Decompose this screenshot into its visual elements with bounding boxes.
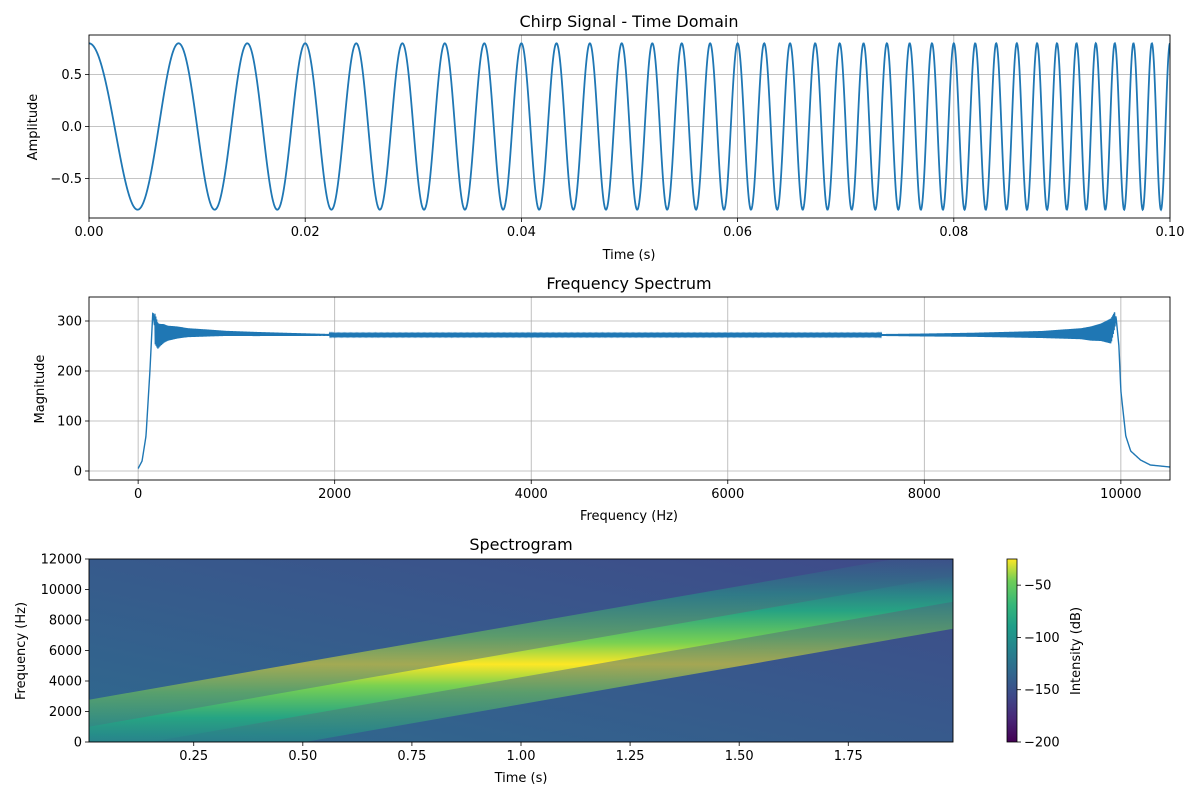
colorbar-ticks: −50 −100 −150 −200 [1017,579,1060,751]
spec-y-tick-label: 8000 [49,614,82,629]
freq-y-tick-label: 0 [74,465,82,480]
frequency-spectrum-axes-bg [89,297,1170,480]
frequency-spectrum-ylabel: Magnitude [33,355,48,424]
freq-x-tick-label: 2000 [318,487,351,502]
time-y-tick-label: −0.5 [50,172,82,187]
time-domain-title: Chirp Signal - Time Domain [520,12,739,31]
frequency-spectrum-plot: Frequency Spectrum 0 2000 4000 6000 8000 1000… [33,274,1171,524]
freq-y-tick-label: 100 [57,415,82,430]
colorbar-tick-label: −200 [1024,736,1060,751]
spectrogram-plot: Spectrogram 0.25 0.50 0.75 1.00 1.25 1.50 1.75… [14,535,1084,786]
frequency-spectrum-title: Frequency Spectrum [546,274,711,293]
colorbar-label: Intensity (dB) [1069,607,1084,695]
time-domain-ylabel: Amplitude [26,94,41,161]
colorbar [1006,558,1018,743]
freq-x-tick-label: 10000 [1100,487,1141,502]
freq-x-tick-label: 8000 [908,487,941,502]
spectrogram-xlabel: Time (s) [494,771,548,786]
freq-x-tick-label: 6000 [711,487,744,502]
spec-y-tick-label: 0 [74,736,82,751]
spectrogram-ridge [89,575,953,742]
spec-y-tick-label: 12000 [41,553,82,568]
spec-x-tick-label: 0.75 [397,749,426,764]
spec-y-tick-label: 10000 [41,583,82,598]
freq-x-tick-label: 0 [134,487,142,502]
freq-y-tick-label: 300 [57,315,82,330]
spec-x-tick-label: 1.75 [834,749,863,764]
spec-x-tick-label: 0.50 [288,749,317,764]
time-x-tick-label: 0.10 [1156,225,1185,240]
spec-x-tick-label: 1.50 [725,749,754,764]
freq-x-tick-label: 4000 [515,487,548,502]
time-x-tick-label: 0.08 [939,225,968,240]
time-domain-y-ticks: −0.5 0.0 0.5 [50,68,89,187]
freq-y-tick-label: 200 [57,365,82,380]
time-domain-x-ticks: 0.00 0.02 0.04 0.06 0.08 0.10 [75,218,1185,240]
spec-x-tick-label: 1.00 [507,749,536,764]
spectrogram-title: Spectrogram [469,535,572,554]
spectrogram-ylabel: Frequency (Hz) [14,602,29,700]
spec-y-tick-label: 4000 [49,675,82,690]
time-x-tick-label: 0.02 [291,225,320,240]
time-x-tick-label: 0.04 [507,225,536,240]
spec-y-tick-label: 2000 [49,705,82,720]
time-x-tick-label: 0.06 [723,225,752,240]
spectrogram-x-ticks: 0.25 0.50 0.75 1.00 1.25 1.50 1.75 [179,742,863,764]
time-domain-xlabel: Time (s) [602,248,656,263]
colorbar-tick-label: −100 [1024,631,1060,646]
time-y-tick-label: 0.5 [61,68,82,83]
time-domain-plot: Chirp Signal - Time Domain 0.00 0.02 0.04 0… [26,12,1184,263]
time-domain-signal-line [89,41,1170,212]
spectrogram-y-ticks: 0 2000 4000 6000 8000 10000 12000 [41,553,89,751]
frequency-spectrum-xlabel: Frequency (Hz) [580,509,678,524]
frequency-spectrum-line [137,312,1170,469]
colorbar-tick-label: −50 [1024,579,1051,594]
frequency-spectrum-axes-frame [88,296,1171,481]
frequency-spectrum-y-ticks: 0 100 200 300 [57,315,89,480]
spec-x-tick-label: 0.25 [179,749,208,764]
colorbar-tick-label: −150 [1024,683,1060,698]
frequency-spectrum-x-ticks: 0 2000 4000 6000 8000 10000 [134,480,1142,502]
spec-x-tick-label: 1.25 [616,749,645,764]
time-x-tick-label: 0.00 [75,225,104,240]
time-y-tick-label: 0.0 [61,120,82,135]
spec-y-tick-label: 6000 [49,644,82,659]
